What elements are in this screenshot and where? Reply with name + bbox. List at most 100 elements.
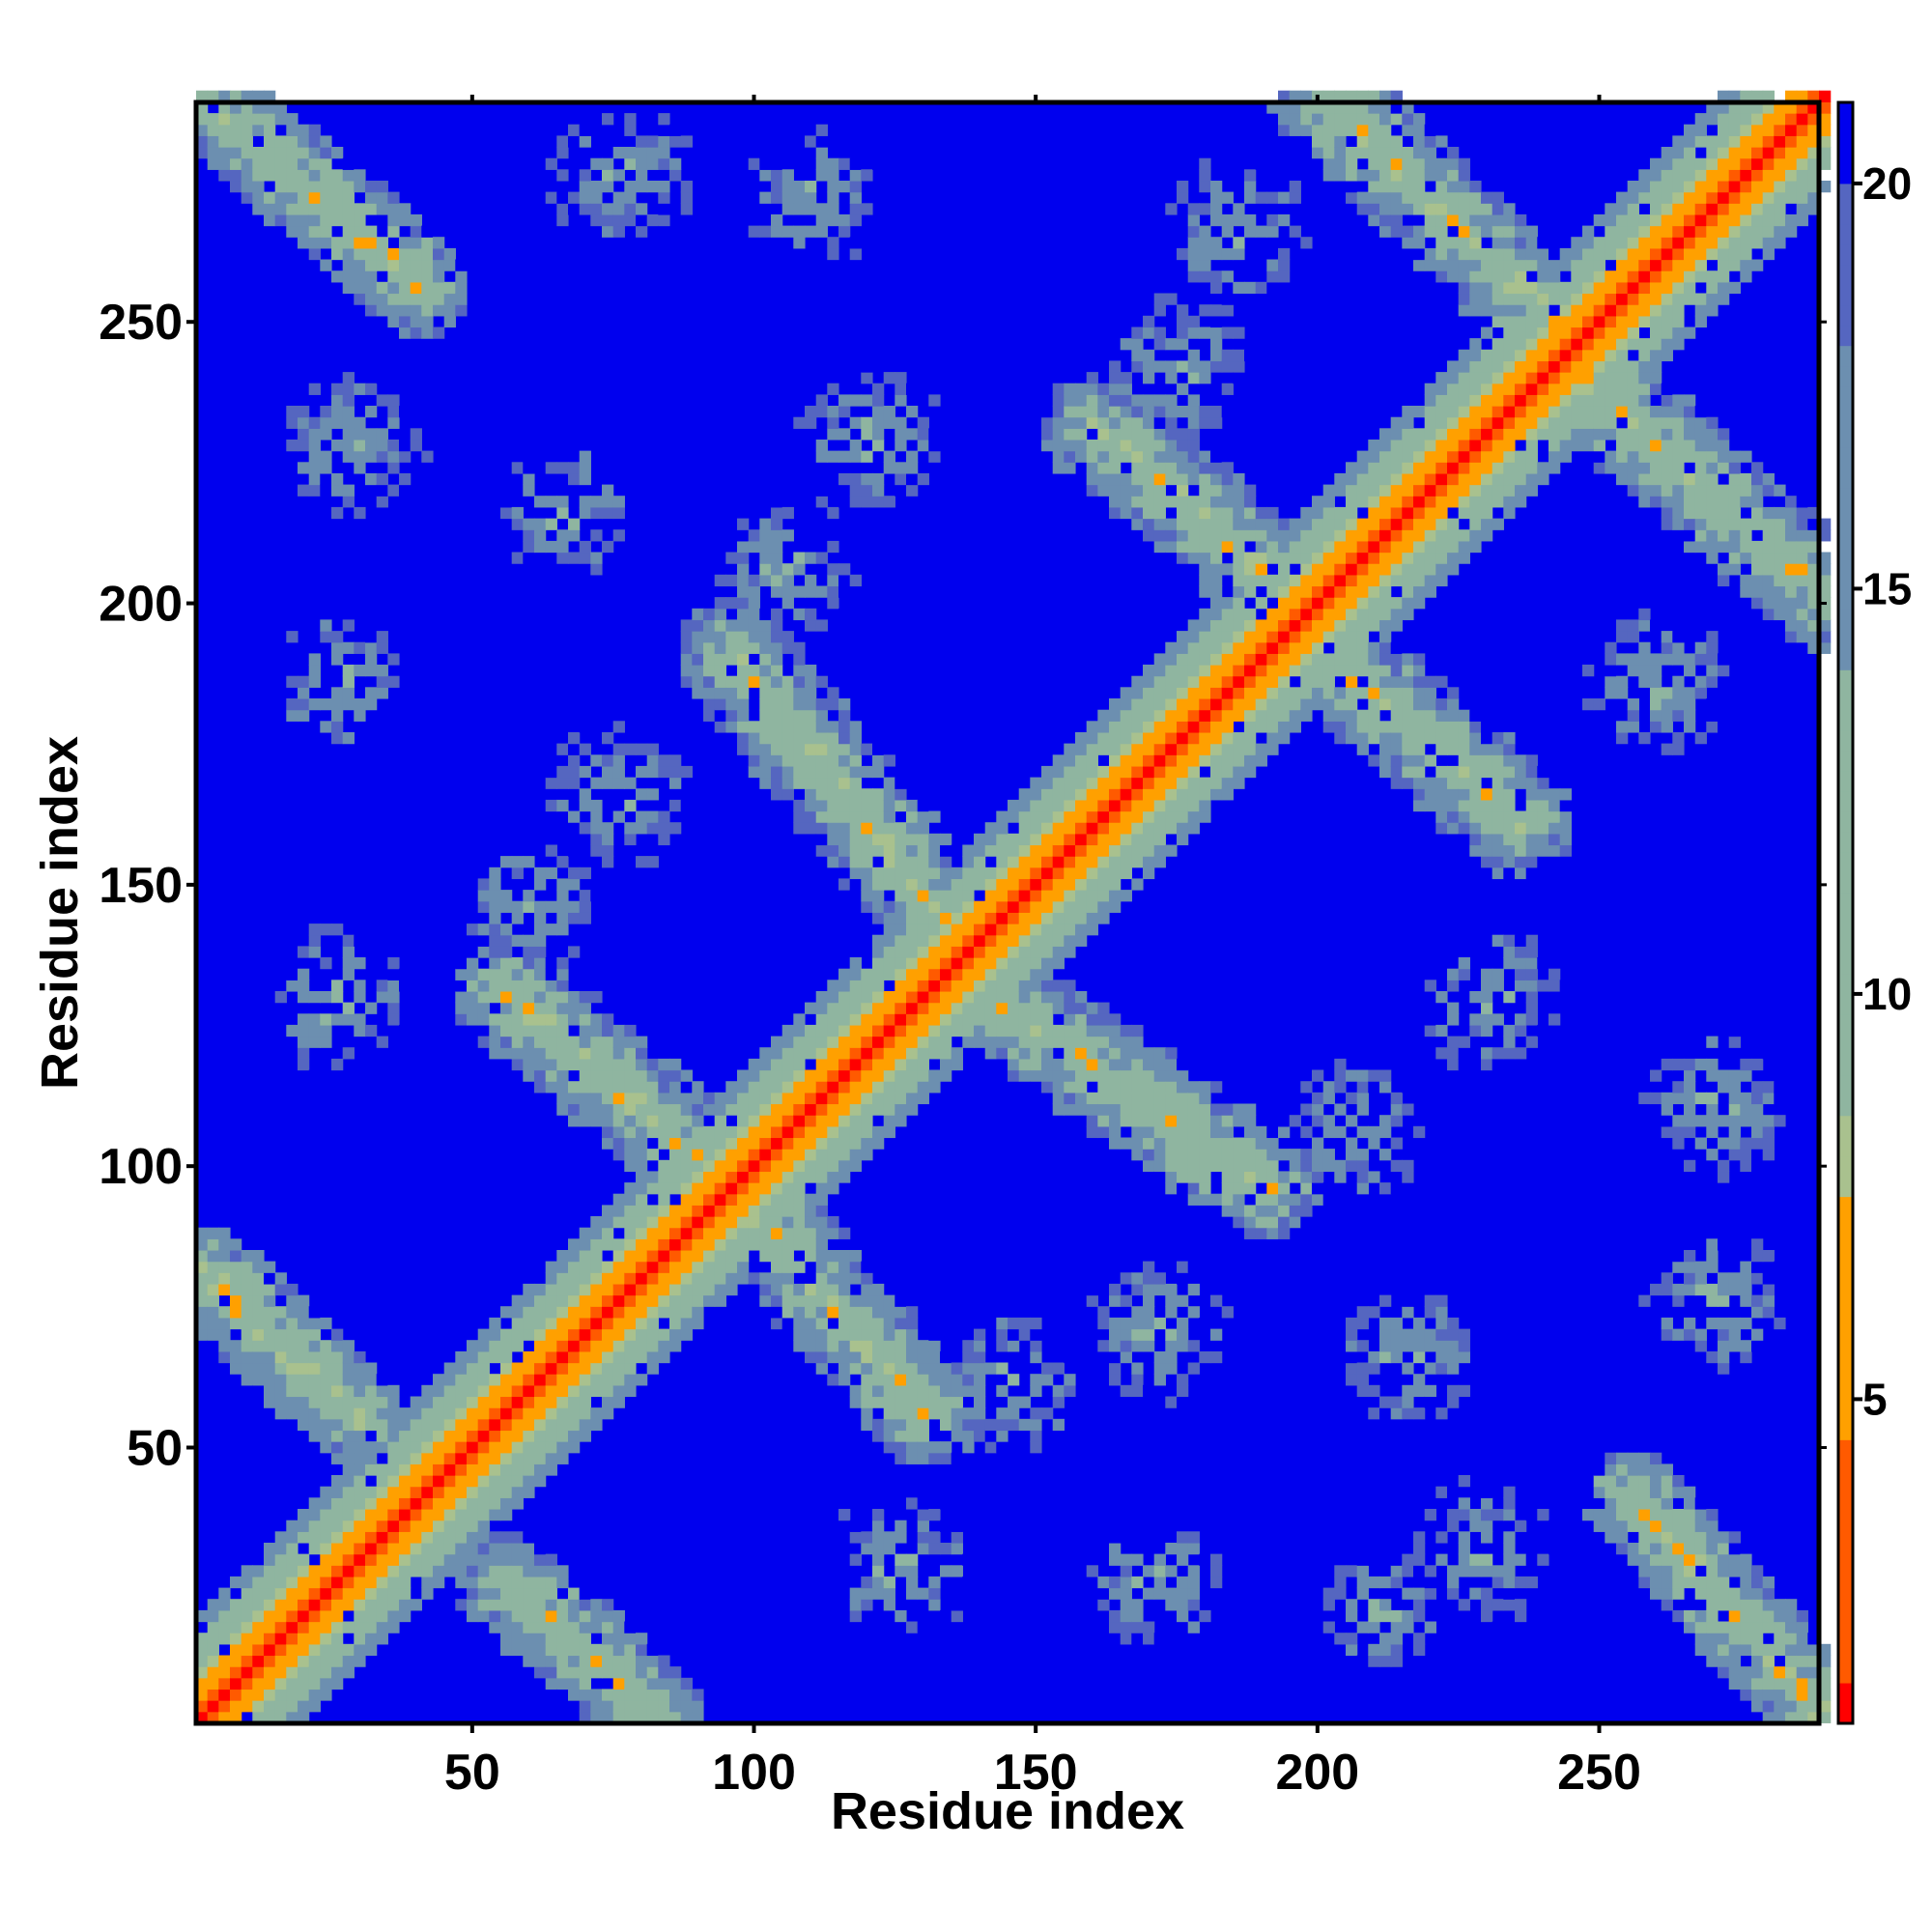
heatmap-cell <box>1187 619 1200 632</box>
heatmap-cell <box>1153 440 1166 452</box>
heatmap-cell <box>365 1418 378 1432</box>
heatmap-cell <box>703 1261 716 1273</box>
heatmap-cell <box>928 810 941 823</box>
heatmap-cell <box>298 1294 310 1307</box>
heatmap-cell <box>1165 822 1178 835</box>
heatmap-cell <box>917 1036 929 1048</box>
heatmap-cell <box>523 1328 535 1341</box>
heatmap-cell <box>443 1362 456 1375</box>
heatmap-cell <box>962 1418 975 1432</box>
heatmap-cell <box>467 1576 479 1589</box>
heatmap-cell <box>387 203 400 215</box>
heatmap-cell <box>230 1261 242 1273</box>
heatmap-cell <box>1097 732 1110 745</box>
heatmap-cell <box>556 1407 569 1420</box>
heatmap-cell <box>477 900 490 913</box>
heatmap-cell <box>207 135 219 148</box>
heatmap-cell <box>917 991 929 1004</box>
heatmap-cell <box>1120 1609 1132 1623</box>
heatmap-cell <box>872 1543 885 1555</box>
heatmap-cell <box>252 113 265 126</box>
heatmap-cell <box>624 1621 637 1634</box>
heatmap-cell <box>1131 833 1144 846</box>
heatmap-cell <box>365 383 378 395</box>
heatmap-cell <box>1153 540 1166 554</box>
heatmap-cell <box>331 1599 344 1611</box>
heatmap-cell <box>827 237 839 249</box>
heatmap-cell <box>579 540 591 554</box>
heatmap-cell <box>781 698 794 711</box>
heatmap-cell <box>1153 462 1166 474</box>
heatmap-cell <box>455 1576 468 1589</box>
heatmap-cell <box>1177 1159 1189 1173</box>
heatmap-cell <box>579 1362 591 1375</box>
heatmap-cell <box>331 237 344 249</box>
heatmap-cell <box>1187 225 1200 238</box>
heatmap-cell <box>241 157 253 170</box>
heatmap-cell <box>376 1407 388 1420</box>
heatmap-cell <box>928 844 941 857</box>
heatmap-cell <box>636 1092 648 1105</box>
heatmap-cell <box>1177 181 1189 193</box>
heatmap-cell <box>230 1350 242 1364</box>
heatmap-cell <box>298 203 310 215</box>
heatmap-cell <box>320 1509 332 1521</box>
heatmap-cell <box>612 1058 625 1071</box>
heatmap-cell <box>320 1024 332 1037</box>
heatmap-cell <box>646 1294 659 1307</box>
heatmap-cell <box>838 844 851 857</box>
heatmap-cell <box>354 416 366 429</box>
heatmap-cell <box>399 213 412 227</box>
heatmap-cell <box>1233 597 1245 610</box>
heatmap-cell <box>1300 552 1313 564</box>
heatmap-cell <box>759 529 772 542</box>
heatmap-cell <box>489 878 501 891</box>
heatmap-cell <box>849 213 862 227</box>
heatmap-cell <box>793 191 806 204</box>
heatmap-cell <box>1368 124 1380 136</box>
heatmap-cell <box>331 1565 344 1577</box>
heatmap-cell <box>1086 1047 1098 1060</box>
heatmap-cell <box>815 135 828 148</box>
heatmap-cell <box>1030 878 1042 891</box>
heatmap-cell <box>274 1328 287 1341</box>
heatmap-cell <box>1097 912 1110 924</box>
heatmap-cell <box>568 946 581 958</box>
heatmap-cell <box>793 1149 806 1161</box>
heatmap-cell <box>399 293 412 305</box>
heatmap-cell <box>1255 1205 1267 1217</box>
heatmap-cell <box>725 631 738 643</box>
heatmap-cell <box>489 1418 501 1432</box>
heatmap-cell <box>805 585 817 598</box>
heatmap-cell <box>590 225 603 238</box>
heatmap-cell <box>680 191 693 204</box>
heatmap-cell <box>421 1452 434 1464</box>
heatmap-cell <box>399 203 412 215</box>
heatmap-cell <box>781 1024 794 1037</box>
heatmap-cell <box>500 1497 513 1510</box>
heatmap-cell <box>342 191 355 204</box>
heatmap-cell <box>1177 765 1189 779</box>
heatmap-cell <box>467 957 479 970</box>
heatmap-cell <box>1356 1182 1369 1195</box>
heatmap-cell <box>636 1238 648 1251</box>
heatmap-cell <box>1120 1587 1132 1600</box>
heatmap-cell <box>1075 1092 1088 1105</box>
heatmap-cell <box>579 799 591 812</box>
heatmap-cell <box>1368 574 1380 587</box>
heatmap-cell <box>838 788 851 801</box>
heatmap-cell <box>737 619 750 632</box>
heatmap-cell <box>308 237 321 249</box>
heatmap-cell <box>1289 619 1301 632</box>
heatmap-cell <box>523 1463 535 1476</box>
heatmap-cell <box>354 237 366 249</box>
heatmap-cell <box>1368 169 1380 182</box>
heatmap-cell <box>838 856 851 868</box>
heatmap-cell <box>274 1350 287 1364</box>
heatmap-cell <box>1143 1092 1155 1105</box>
heatmap-cell <box>545 191 557 204</box>
heatmap-cell <box>556 1340 569 1352</box>
heatmap-cell <box>883 1362 895 1375</box>
heatmap-cell <box>1143 1340 1155 1352</box>
heatmap-cell <box>1052 462 1065 474</box>
